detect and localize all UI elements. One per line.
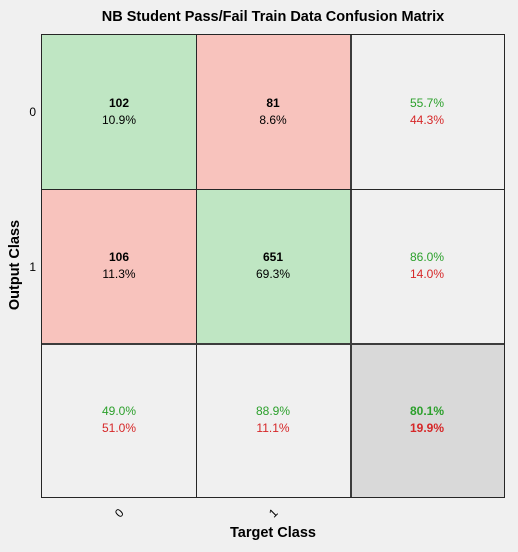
chart-title: NB Student Pass/Fail Train Data Confusio… — [101, 9, 445, 25]
row-summary-0: 55.7% 44.3% — [350, 35, 504, 189]
cell-1-0: 106 11.3% — [42, 189, 196, 343]
summary-incorrect: 11.1% — [256, 421, 290, 435]
cell-count: 81 — [266, 96, 280, 110]
summary-incorrect: 51.0% — [101, 421, 137, 435]
grid-line-vertical-2 — [350, 35, 352, 497]
cell-percent: 11.3% — [102, 267, 136, 281]
confusion-matrix: 102 10.9% 81 8.6% 55.7% 44.3% 106 11.3% … — [41, 34, 505, 498]
row-summary-1: 86.0% 14.0% — [350, 189, 504, 343]
grid-line-horizontal-1 — [42, 189, 504, 190]
summary-correct: 86.0% — [409, 250, 445, 264]
cell-0-1: 81 8.6% — [196, 35, 350, 189]
summary-incorrect: 44.3% — [409, 113, 445, 127]
cell-count: 651 — [262, 250, 284, 264]
grid-line-horizontal-2 — [42, 343, 504, 345]
cell-1-1: 651 69.3% — [196, 189, 350, 343]
y-axis-label: Output Class — [7, 219, 23, 311]
overall-correct: 80.1% — [409, 404, 445, 418]
cell-percent: 8.6% — [259, 113, 287, 127]
y-tick-label: 0 — [29, 105, 36, 119]
summary-incorrect: 14.0% — [409, 267, 445, 281]
cell-count: 106 — [108, 250, 130, 264]
column-summary-1: 88.9% 11.1% — [196, 343, 350, 497]
cell-0-0: 102 10.9% — [42, 35, 196, 189]
overall-incorrect: 19.9% — [409, 421, 445, 435]
summary-correct: 55.7% — [409, 96, 445, 110]
x-tick-label: 0 — [112, 505, 127, 521]
cell-count: 102 — [108, 96, 130, 110]
x-tick-label: 1 — [266, 505, 281, 521]
summary-correct: 49.0% — [101, 404, 137, 418]
y-tick-label: 1 — [29, 260, 36, 274]
cell-percent: 69.3% — [255, 267, 291, 281]
overall-accuracy-cell: 80.1% 19.9% — [350, 343, 504, 497]
summary-correct: 88.9% — [255, 404, 291, 418]
x-axis-label: Target Class — [230, 525, 316, 541]
grid-line-vertical-1 — [196, 35, 197, 497]
cell-percent: 10.9% — [101, 113, 137, 127]
column-summary-0: 49.0% 51.0% — [42, 343, 196, 497]
